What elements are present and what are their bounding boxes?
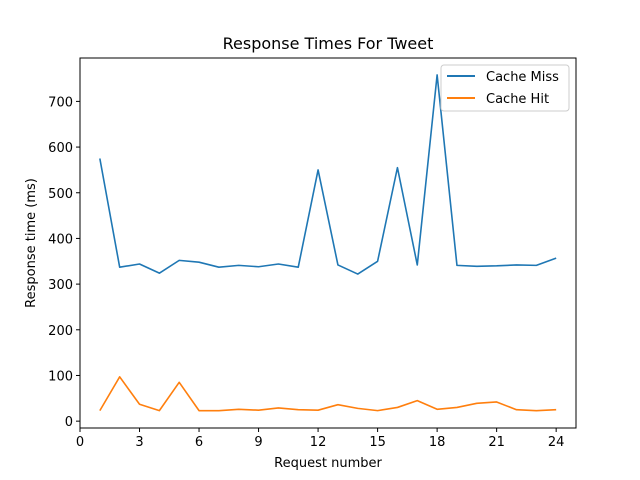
chart-title: Response Times For Tweet [223,34,434,53]
y-axis-ticks: 0 100 200 300 400 500 600 700 [48,95,80,430]
plot-frame [79,57,577,429]
legend: Cache Miss Cache Hit [440,64,570,112]
y-tick-label: 400 [48,232,73,247]
y-tick-label: 100 [48,369,73,384]
legend-label-cache-miss: Cache Miss [486,70,559,85]
y-tick-label: 200 [48,324,73,339]
x-tick-label: 15 [369,435,386,450]
series-line-cache-miss [99,74,557,275]
series-line-cache-hit [99,376,557,412]
x-axis-label: Request number [274,456,382,471]
y-tick-label: 0 [65,415,73,430]
legend-label-cache-hit: Cache Hit [486,92,549,107]
x-tick-label: 12 [310,435,327,450]
x-tick-label: 9 [254,435,262,450]
x-axis-ticks: 0 3 6 9 12 15 18 21 24 [76,428,565,450]
y-tick-label: 600 [48,141,73,156]
x-tick-label: 0 [76,435,84,450]
series-layer [99,74,557,412]
x-tick-label: 3 [135,435,143,450]
x-tick-label: 6 [195,435,203,450]
y-axis-label: Response time (ms) [24,178,39,308]
y-tick-label: 300 [48,278,73,293]
x-tick-label: 24 [548,435,565,450]
y-tick-label: 700 [48,95,73,110]
x-tick-label: 18 [429,435,446,450]
x-tick-label: 21 [488,435,505,450]
y-tick-label: 500 [48,187,73,202]
plot-area [79,57,577,429]
